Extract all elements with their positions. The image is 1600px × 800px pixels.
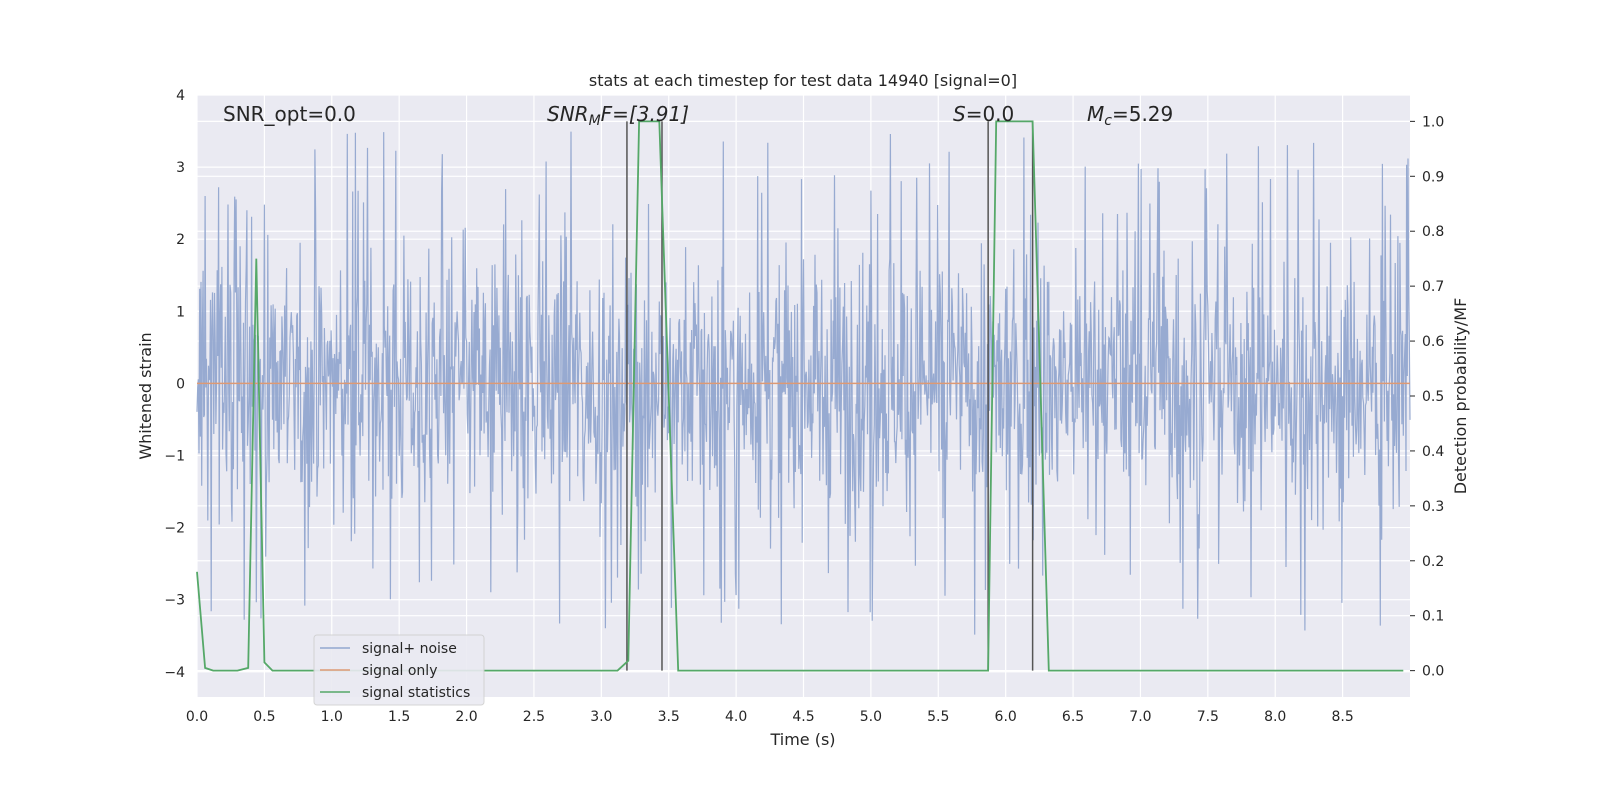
y-right-tick-label: 1.0 — [1422, 114, 1444, 130]
annotation-snr-mf: SNRMF=[3.91] — [547, 102, 689, 129]
legend-box — [313, 634, 485, 706]
y-left-tick-label: −2 — [164, 521, 185, 537]
x-tick-label: 0.0 — [186, 709, 208, 725]
x-axis-label: Time (s) — [769, 730, 835, 749]
y-right-tick-label: 0.0 — [1422, 664, 1444, 680]
y-left-tick-label: 3 — [176, 160, 185, 176]
x-tick-label: 2.0 — [455, 709, 477, 725]
x-tick-label: 0.5 — [253, 709, 275, 725]
x-tick-label: 8.5 — [1331, 709, 1353, 725]
x-tick-label: 4.5 — [792, 709, 814, 725]
legend-label-signal-plus-noise: signal+ noise — [362, 641, 457, 657]
y-left-tick-label: 2 — [176, 232, 185, 248]
x-tick-label: 6.0 — [995, 709, 1017, 725]
y-left-tick-label: 0 — [176, 376, 185, 392]
y-left-tick-label: −1 — [164, 448, 185, 464]
y-right-tick-label: 0.7 — [1422, 279, 1444, 295]
y-right-tick-label: 0.9 — [1422, 169, 1444, 185]
y-left-tick-label: 4 — [176, 88, 185, 104]
y-left-tick-label: −3 — [164, 593, 185, 609]
series-signal-statistics — [196, 120, 1404, 672]
y-axis-right-label: Detection probability/MF — [1451, 298, 1470, 495]
x-tick-labels: 0.0 0.5 1.0 1.5 2.0 2.5 3.0 3.5 4.0 4.5 5.0 5.5 6.0 6… — [186, 709, 1354, 725]
noise-trace — [196, 131, 1411, 635]
y-left-tick-label: 1 — [176, 304, 185, 320]
x-tick-label: 5.5 — [927, 709, 949, 725]
x-tick-label: 2.5 — [523, 709, 545, 725]
series-signal-plus-noise — [196, 131, 1411, 635]
annotation-mc: Mc=5.29 — [1087, 102, 1173, 129]
x-tick-label: 4.0 — [725, 709, 747, 725]
vertical-markers — [626, 121, 1034, 671]
annotation-s: S=0.0 — [953, 102, 1014, 126]
legend-label-signal-only: signal only — [362, 663, 437, 679]
signal-statistics-line — [196, 120, 1404, 672]
x-tick-label: 5.0 — [860, 709, 882, 725]
y-right-tick-labels: 1.0 0.9 0.8 0.7 0.6 0.5 0.4 0.3 0.2 0.1 0.0 — [1410, 114, 1444, 680]
y-left-tick-labels: 4 3 2 1 0 −1 −2 −3 −4 — [164, 88, 185, 681]
y-axis-left-label: Whitened strain — [136, 332, 155, 459]
y-right-tick-label: 0.2 — [1422, 554, 1444, 570]
y-right-tick-label: 0.1 — [1422, 609, 1444, 625]
x-tick-label: 3.5 — [658, 709, 680, 725]
x-tick-label: 1.0 — [321, 709, 343, 725]
x-tick-label: 3.0 — [590, 709, 612, 725]
annotation-snr-opt: SNR_opt=0.0 — [223, 102, 356, 126]
legend: signal+ noise signal only signal statist… — [313, 634, 485, 706]
y-right-tick-label: 0.3 — [1422, 499, 1444, 515]
y-right-tick-label: 0.5 — [1422, 389, 1444, 405]
x-tick-label: 7.5 — [1197, 709, 1219, 725]
chart-title: stats at each timestep for test data 149… — [589, 71, 1017, 90]
legend-label-signal-statistics: signal statistics — [362, 685, 470, 701]
x-tick-label: 8.0 — [1264, 709, 1286, 725]
y-right-tick-label: 0.4 — [1422, 444, 1444, 460]
y-right-tick-label: 0.6 — [1422, 334, 1444, 350]
x-tick-label: 1.5 — [388, 709, 410, 725]
x-tick-label: 7.0 — [1129, 709, 1151, 725]
y-right-tick-label: 0.8 — [1422, 224, 1444, 240]
x-tick-label: 6.5 — [1062, 709, 1084, 725]
y-left-tick-label: −4 — [164, 665, 185, 681]
